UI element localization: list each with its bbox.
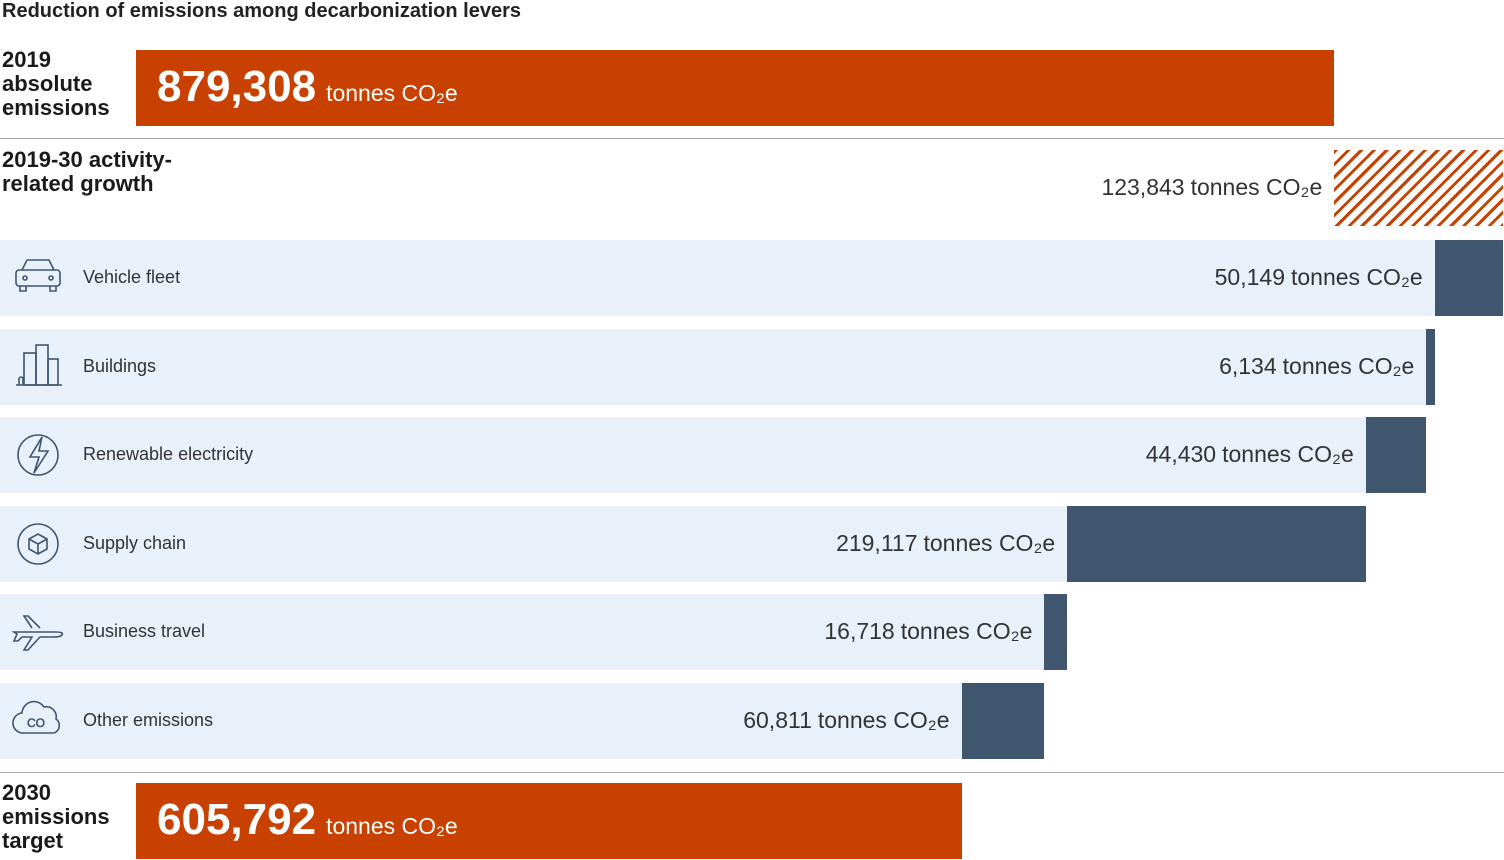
separator bbox=[0, 772, 1504, 773]
unit: tonnes CO₂e bbox=[326, 813, 458, 839]
row-background bbox=[0, 240, 1435, 316]
chart-title: Reduction of emissions among decarboniza… bbox=[2, 0, 521, 22]
value-number: 879,308 bbox=[157, 62, 317, 111]
bar bbox=[136, 50, 1335, 126]
category-label: 2019-30 activity-related growth bbox=[2, 147, 172, 196]
value-label: 60,811 tonnes CO₂e bbox=[743, 707, 949, 734]
value-number: 605,792 bbox=[157, 795, 317, 844]
value-number: 6,134 bbox=[1219, 353, 1277, 379]
icon bbox=[17, 434, 59, 476]
bar bbox=[1426, 329, 1435, 405]
bar bbox=[961, 683, 1045, 759]
icon bbox=[11, 615, 64, 651]
icon bbox=[15, 259, 61, 292]
category-label: Other emissions bbox=[83, 710, 214, 730]
unit: tonnes CO₂e bbox=[1291, 264, 1423, 290]
value-number: 60,811 bbox=[743, 707, 812, 733]
category-label: Business travel bbox=[83, 621, 206, 641]
unit: tonnes CO₂e bbox=[1222, 441, 1354, 467]
unit: tonnes CO₂e bbox=[900, 618, 1033, 644]
svg-text:CO: CO bbox=[27, 716, 45, 730]
unit: tonnes CO₂e bbox=[1190, 174, 1323, 200]
row-background bbox=[0, 594, 1045, 670]
bar bbox=[1067, 506, 1366, 582]
value-label: 6,134 tonnes CO₂e bbox=[1219, 353, 1414, 380]
separator bbox=[0, 138, 1504, 139]
row-background bbox=[0, 506, 1068, 582]
row-background bbox=[0, 329, 1427, 405]
value-label: 219,117 tonnes CO₂e bbox=[836, 530, 1055, 557]
bar bbox=[1434, 240, 1503, 316]
value-number: 16,718 bbox=[824, 618, 895, 644]
category-label: Renewable electricity bbox=[83, 444, 254, 464]
icon: CO bbox=[12, 700, 61, 734]
value-label: 50,149 tonnes CO₂e bbox=[1215, 264, 1423, 291]
unit: tonnes CO₂e bbox=[1282, 353, 1415, 379]
value-number: 44,430 bbox=[1145, 441, 1217, 467]
category-label: Vehicle fleet bbox=[83, 267, 181, 287]
category-label: 2019 absolute emissions bbox=[2, 47, 110, 120]
value-number: 219,117 bbox=[836, 530, 918, 556]
value-number: 50,149 bbox=[1214, 264, 1285, 290]
row-background bbox=[0, 417, 1366, 493]
bar bbox=[1334, 150, 1503, 226]
value-label: 44,430 tonnes CO₂e bbox=[1146, 441, 1354, 468]
value-number: 123,843 bbox=[1101, 174, 1185, 200]
value-label: 605,792 tonnes CO₂e bbox=[157, 795, 458, 845]
category-label: 2030 emissions target bbox=[2, 780, 110, 853]
value-label: 879,308 tonnes CO₂e bbox=[157, 62, 458, 112]
bar bbox=[1365, 417, 1427, 493]
value-label: 123,843 tonnes CO₂e bbox=[1101, 174, 1322, 201]
bar bbox=[136, 783, 962, 859]
unit: tonnes CO₂e bbox=[817, 707, 950, 733]
icon bbox=[17, 523, 59, 565]
bar bbox=[1044, 594, 1068, 670]
category-label: Supply chain bbox=[83, 533, 187, 553]
category-label: Buildings bbox=[83, 356, 157, 376]
value-label: 16,718 tonnes CO₂e bbox=[824, 618, 1032, 645]
unit: tonnes CO₂e bbox=[923, 530, 1056, 556]
unit: tonnes CO₂e bbox=[326, 80, 458, 106]
row-background bbox=[0, 683, 962, 759]
icon bbox=[16, 344, 62, 386]
